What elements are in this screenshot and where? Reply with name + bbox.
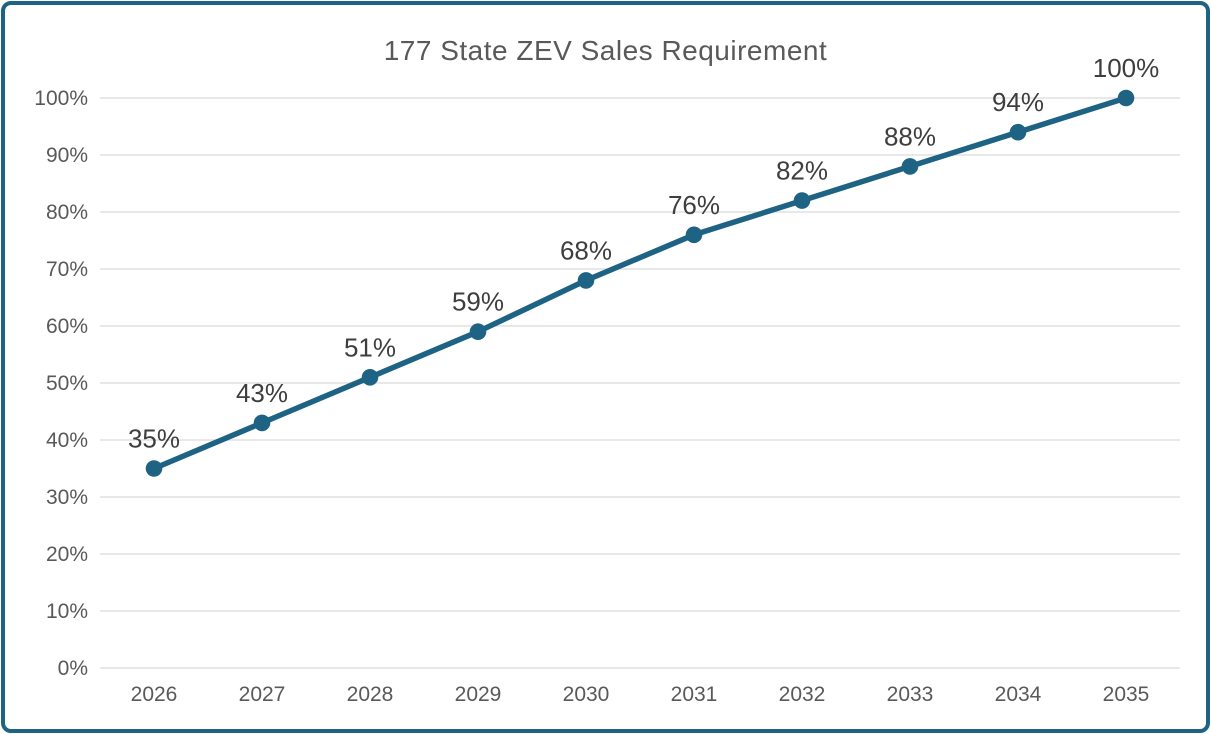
- y-axis-tick-50%: 50%: [46, 372, 88, 395]
- series-line: [151, 95, 1129, 472]
- data-label-2032: 82%: [776, 156, 828, 186]
- data-point-2034: [1009, 123, 1027, 141]
- y-axis-tick-90%: 90%: [46, 144, 88, 167]
- y-axis-tick-100%: 100%: [34, 87, 88, 110]
- data-point-2026: [145, 460, 163, 477]
- data-label-2031: 76%: [668, 190, 720, 220]
- y-axis-tick-80%: 80%: [46, 201, 88, 224]
- data-label-2035: 100%: [1093, 53, 1160, 83]
- data-label-2033: 88%: [884, 121, 936, 151]
- data-point-2027: [253, 414, 271, 432]
- x-axis-label-2028: 2028: [347, 683, 394, 706]
- y-axis-tick-60%: 60%: [46, 315, 88, 338]
- data-point-2035: [1117, 89, 1135, 107]
- data-label-2026: 35%: [128, 424, 180, 454]
- data-point-2028: [361, 369, 379, 386]
- data-point-2033: [901, 158, 919, 175]
- data-point-2029: [469, 323, 487, 341]
- y-axis-tick-0%: 0%: [58, 657, 88, 680]
- x-axis-label-2032: 2032: [779, 683, 826, 706]
- chart-title: 177 State ZEV Sales Requirement: [383, 35, 828, 66]
- data-label-2029: 59%: [452, 287, 504, 317]
- data-point-2031: [685, 226, 703, 244]
- y-axis-tick-20%: 20%: [46, 543, 88, 566]
- y-axis-tick-10%: 10%: [46, 600, 88, 623]
- data-label-2027: 43%: [236, 378, 288, 408]
- y-axis-tick-30%: 30%: [46, 486, 88, 509]
- data-label-2030: 68%: [560, 235, 612, 265]
- x-axis-label-2029: 2029: [455, 683, 502, 706]
- data-point-2030: [577, 272, 595, 289]
- data-label-2034: 94%: [992, 87, 1044, 117]
- x-axis-label-2030: 2030: [563, 683, 610, 706]
- x-axis-label-2034: 2034: [995, 683, 1042, 706]
- data-point-2032: [793, 192, 811, 209]
- x-axis-label-2027: 2027: [239, 683, 286, 706]
- x-axis-label-2031: 2031: [671, 683, 718, 706]
- x-axis-label-2026: 2026: [131, 683, 178, 706]
- x-axis-label-2033: 2033: [887, 683, 934, 706]
- y-axis-tick-40%: 40%: [46, 429, 88, 452]
- x-axis-label-2035: 2035: [1103, 683, 1150, 706]
- data-label-2028: 51%: [344, 332, 396, 362]
- y-axis-tick-70%: 70%: [46, 258, 88, 281]
